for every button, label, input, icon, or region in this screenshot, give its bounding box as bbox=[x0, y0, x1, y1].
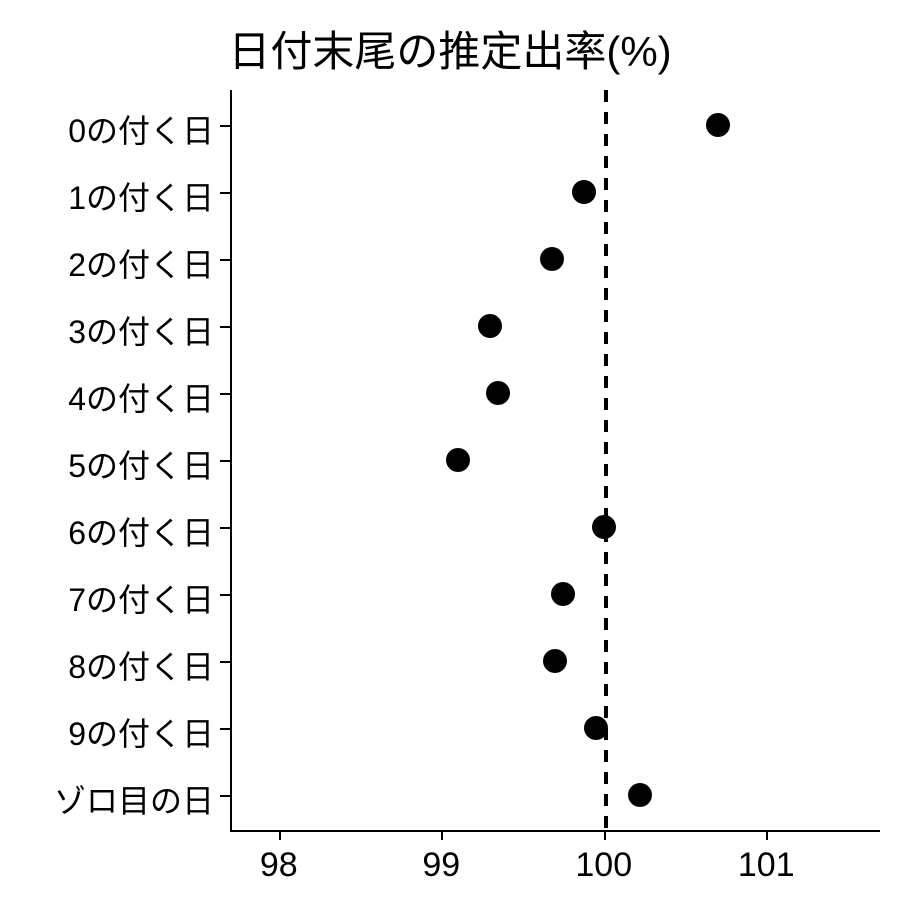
data-point bbox=[572, 180, 596, 204]
y-tick bbox=[220, 661, 230, 663]
data-point bbox=[486, 381, 510, 405]
x-tick bbox=[279, 830, 281, 840]
y-tick-label: 3の付く日 bbox=[4, 307, 214, 353]
data-point bbox=[592, 515, 616, 539]
x-tick bbox=[604, 830, 606, 840]
data-point bbox=[551, 582, 575, 606]
x-tick-label: 98 bbox=[229, 846, 329, 885]
y-tick-label: ゾロ目の日 bbox=[4, 776, 214, 822]
x-tick bbox=[441, 830, 443, 840]
y-tick-label: 5の付く日 bbox=[4, 441, 214, 487]
y-tick-label: 4の付く日 bbox=[4, 374, 214, 420]
y-tick bbox=[220, 460, 230, 462]
data-point bbox=[628, 783, 652, 807]
x-tick bbox=[766, 830, 768, 840]
y-tick-label: 7の付く日 bbox=[4, 575, 214, 621]
data-point bbox=[540, 247, 564, 271]
y-tick-label: 9の付く日 bbox=[4, 709, 214, 755]
y-tick-label: 1の付く日 bbox=[4, 173, 214, 219]
y-tick bbox=[220, 527, 230, 529]
y-tick bbox=[220, 594, 230, 596]
y-tick-label: 2の付く日 bbox=[4, 240, 214, 286]
y-axis-line bbox=[230, 90, 232, 832]
data-point bbox=[584, 716, 608, 740]
chart-title: 日付末尾の推定出率(%) bbox=[0, 18, 900, 79]
x-tick-label: 101 bbox=[716, 846, 816, 885]
chart-container: 日付末尾の推定出率(%) 9899100101 0の付く日1の付く日2の付く日3… bbox=[0, 0, 900, 900]
y-tick bbox=[220, 728, 230, 730]
y-tick bbox=[220, 393, 230, 395]
y-tick-label: 8の付く日 bbox=[4, 642, 214, 688]
data-point bbox=[478, 314, 502, 338]
plot-area: 9899100101 bbox=[230, 90, 880, 830]
data-point bbox=[706, 113, 730, 137]
data-point bbox=[446, 448, 470, 472]
y-tick bbox=[220, 259, 230, 261]
x-axis-line bbox=[230, 830, 880, 832]
y-tick bbox=[220, 326, 230, 328]
x-tick-label: 99 bbox=[391, 846, 491, 885]
y-tick bbox=[220, 795, 230, 797]
y-tick-label: 0の付く日 bbox=[4, 106, 214, 152]
y-tick bbox=[220, 125, 230, 127]
y-tick bbox=[220, 192, 230, 194]
y-tick-label: 6の付く日 bbox=[4, 508, 214, 554]
data-point bbox=[543, 649, 567, 673]
x-tick-label: 100 bbox=[554, 846, 654, 885]
